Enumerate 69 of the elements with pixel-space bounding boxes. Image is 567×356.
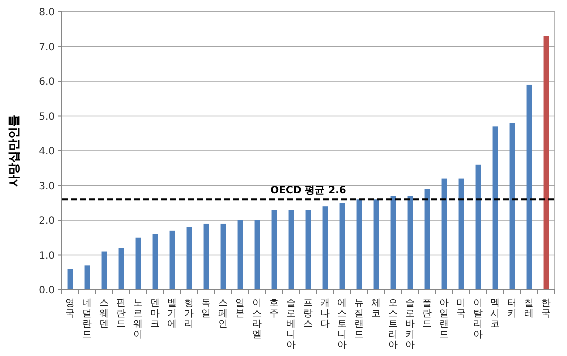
- y-axis-title: 사망십만인률: [7, 115, 21, 187]
- x-tick-label: 캐나다: [320, 298, 330, 330]
- y-tick-label: 2.0: [39, 216, 55, 227]
- bar: [220, 224, 226, 290]
- bar: [340, 203, 346, 290]
- y-tick-label: 8.0: [39, 8, 55, 18]
- x-tick-label: 슬로베니아: [286, 298, 296, 351]
- bar: [170, 230, 176, 290]
- x-tick-label: 터키: [508, 298, 518, 320]
- bar: [408, 196, 414, 290]
- bar: [390, 196, 396, 290]
- bar: [356, 200, 362, 290]
- x-tick-label: 멕시코: [490, 298, 500, 330]
- x-tick-label: 호주: [270, 298, 280, 320]
- x-tick-label: 칠레: [524, 298, 534, 320]
- x-tick-label: 체코: [372, 298, 382, 320]
- x-tick-label: 벨기에: [168, 298, 178, 330]
- bar: [254, 220, 260, 290]
- x-tick-label: 에스토니아: [338, 298, 348, 351]
- bar: [186, 227, 192, 290]
- bar: [84, 266, 90, 290]
- y-tick-label: 7.0: [39, 42, 55, 54]
- bar: [68, 269, 74, 290]
- bar: [204, 224, 210, 290]
- y-tick-label: 6.0: [39, 77, 55, 88]
- x-tick-label: 영국: [66, 298, 76, 320]
- x-tick-label: 핀란드: [116, 298, 126, 330]
- bar: [288, 210, 294, 290]
- bar: [118, 248, 124, 290]
- x-tick-label: 프랑스: [304, 298, 314, 330]
- bar: [272, 210, 278, 290]
- x-tick-label: 네덜란드: [82, 298, 92, 340]
- x-tick-label: 헝가리: [184, 298, 194, 330]
- x-tick-label: 이탈리아: [474, 298, 484, 340]
- x-tick-label: 이스라엘: [252, 298, 262, 340]
- x-tick-label: 미국: [456, 298, 466, 320]
- x-tick-label: 독일: [202, 298, 212, 320]
- bar: [322, 206, 328, 290]
- bar: [510, 123, 516, 290]
- x-tick-label: 스웨덴: [100, 298, 110, 330]
- x-tick-label: 아일랜드: [440, 298, 450, 340]
- y-tick-label: 1.0: [39, 250, 55, 262]
- x-tick-label: 뉴질랜드: [354, 298, 364, 340]
- bar: [458, 178, 464, 290]
- x-tick-label: 일본: [236, 298, 246, 320]
- bar: [424, 189, 430, 290]
- y-tick-label: 4.0: [39, 146, 55, 158]
- bar: [152, 234, 158, 290]
- x-tick-label: 덴마크: [150, 298, 160, 330]
- bar: [102, 252, 108, 290]
- bar: [306, 210, 312, 290]
- x-tick-label: 슬로바키아: [406, 298, 416, 351]
- bar: [544, 36, 550, 290]
- bar: [136, 238, 142, 290]
- bar: [526, 84, 532, 290]
- x-tick-label: 오스트리아: [388, 298, 398, 351]
- y-tick-label: 0.0: [39, 286, 55, 296]
- x-tick-label: 스페인: [218, 298, 228, 330]
- bar: [374, 200, 380, 290]
- ref-line-label: OECD 평균 2.6: [270, 186, 346, 197]
- bar: [238, 220, 244, 290]
- x-tick-label: 폴란드: [422, 298, 432, 330]
- x-tick-label: 한국: [542, 298, 552, 320]
- x-tick-label: 노르웨이: [134, 298, 144, 340]
- bar: [476, 164, 482, 290]
- y-tick-label: 3.0: [39, 181, 55, 192]
- y-tick-label: 5.0: [39, 112, 55, 123]
- bar: [492, 126, 498, 290]
- bar: [442, 178, 448, 290]
